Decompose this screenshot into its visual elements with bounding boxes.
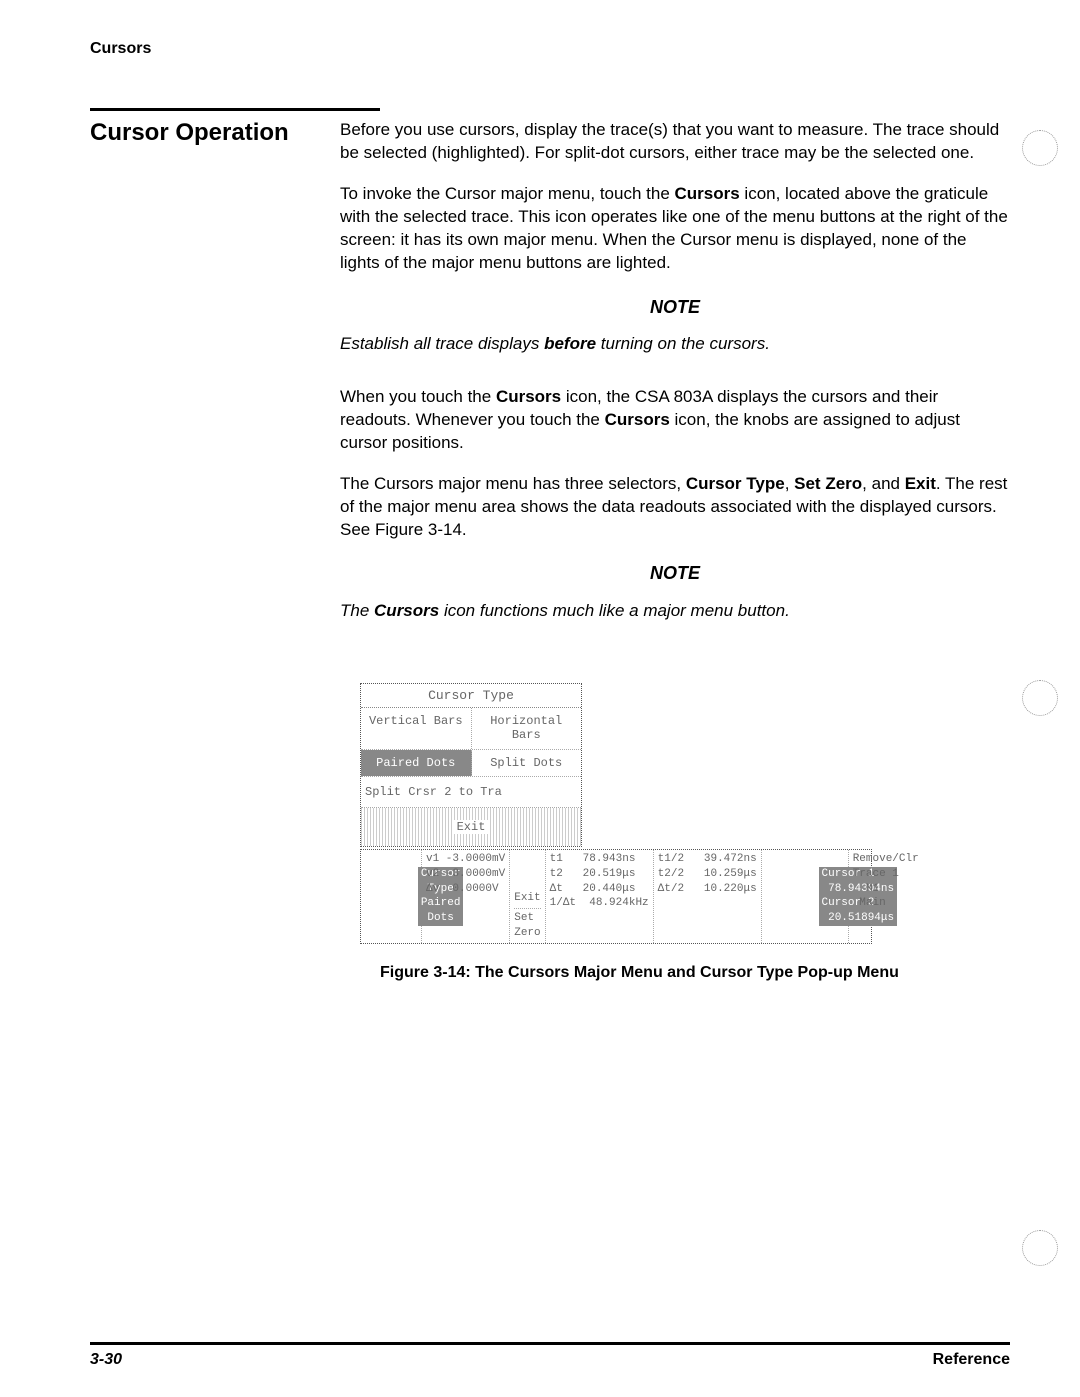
punch-hole-icon — [1022, 130, 1058, 166]
heading-rule — [90, 108, 380, 111]
bold: Cursors — [496, 387, 561, 406]
footer-reference: Reference — [933, 1351, 1010, 1369]
half-time-readout: t1/2 39.472ns t2/2 10.259μs Δt/2 10.220μ… — [654, 850, 762, 943]
exit-label: Exit — [453, 820, 490, 834]
exit-selector[interactable]: Exit — [514, 891, 540, 909]
cursor-position-readout: Cursor 1 78.94304ns Cursor 2 20.51894μs — [762, 850, 849, 943]
split-cursor-2-button[interactable]: Split Crsr 2 to Tra — [361, 777, 581, 808]
paragraph-3: When you touch the Cursors icon, the CSA… — [340, 386, 1010, 455]
vertical-bars-button[interactable]: Vertical Bars — [361, 708, 472, 749]
figure-caption: Figure 3-14: The Cursors Major Menu and … — [380, 964, 1010, 982]
paragraph-4: The Cursors major menu has three selecto… — [340, 473, 1010, 542]
punch-hole-icon — [1022, 680, 1058, 716]
bold: before — [544, 334, 596, 353]
cursor-type-selector[interactable]: Cursor Type Paired Dots — [361, 850, 422, 943]
text: To invoke the Cursor major menu, touch t… — [340, 184, 675, 203]
section-header: Cursors — [90, 40, 1010, 58]
time-readout: t1 78.943ns t2 20.519μs Δt 20.440μs 1/Δt… — [546, 850, 654, 943]
note-label-2: NOTE — [340, 561, 1010, 585]
punch-hole-icon — [1022, 1230, 1058, 1266]
bold: Exit — [905, 474, 936, 493]
text: The — [340, 601, 374, 620]
bold: Set Zero — [794, 474, 862, 493]
note-text-2: The Cursors icon functions much like a m… — [340, 600, 1010, 623]
content-row: Cursor Operation Before you use cursors,… — [90, 119, 1010, 653]
popup-exit-button[interactable]: Exit — [361, 808, 581, 846]
split-dots-button[interactable]: Split Dots — [472, 750, 582, 776]
paragraph-2: To invoke the Cursor major menu, touch t… — [340, 183, 1010, 275]
set-zero-selector[interactable]: Set Zero — [514, 911, 540, 941]
text: , — [785, 474, 794, 493]
text: turning on the cursors. — [596, 334, 770, 353]
horizontal-bars-button[interactable]: Horizontal Bars — [472, 708, 582, 749]
bold: Cursors — [675, 184, 740, 203]
note-text-1: Establish all trace displays before turn… — [340, 333, 1010, 356]
page-heading: Cursor Operation — [90, 119, 340, 147]
page-footer: 3-30 Reference — [90, 1342, 1010, 1369]
body-column: Before you use cursors, display the trac… — [340, 119, 1010, 653]
paired-dots-button[interactable]: Paired Dots — [361, 750, 472, 776]
text: , and — [862, 474, 905, 493]
paragraph-1: Before you use cursors, display the trac… — [340, 119, 1010, 165]
text: Establish all trace displays — [340, 334, 544, 353]
text: icon functions much like a major menu bu… — [439, 601, 790, 620]
cursor-type-popup: Cursor Type Vertical Bars Horizontal Bar… — [360, 683, 582, 847]
remove-clear-selector[interactable]: Remove/Clr Trace 1 M1 Main — [849, 850, 923, 943]
popup-title: Cursor Type — [361, 684, 581, 708]
bold: Cursor Type — [686, 474, 785, 493]
note-label-1: NOTE — [340, 295, 1010, 319]
footer-rule — [90, 1342, 1010, 1345]
voltage-readout: v1 -3.0000mV v2 -3.0000mV Δv 0.0000V — [422, 850, 510, 943]
bold: Cursors — [605, 410, 670, 429]
figure-area: Cursor Type Vertical Bars Horizontal Bar… — [360, 683, 1010, 982]
text: When you touch the — [340, 387, 496, 406]
text: The Cursors major menu has three selecto… — [340, 474, 686, 493]
major-menu-strip: Cursor Type Paired Dots v1 -3.0000mV v2 … — [360, 849, 872, 944]
page-number: 3-30 — [90, 1351, 122, 1369]
page: Cursors Cursor Operation Before you use … — [0, 0, 1080, 1397]
bold: Cursors — [374, 601, 439, 620]
